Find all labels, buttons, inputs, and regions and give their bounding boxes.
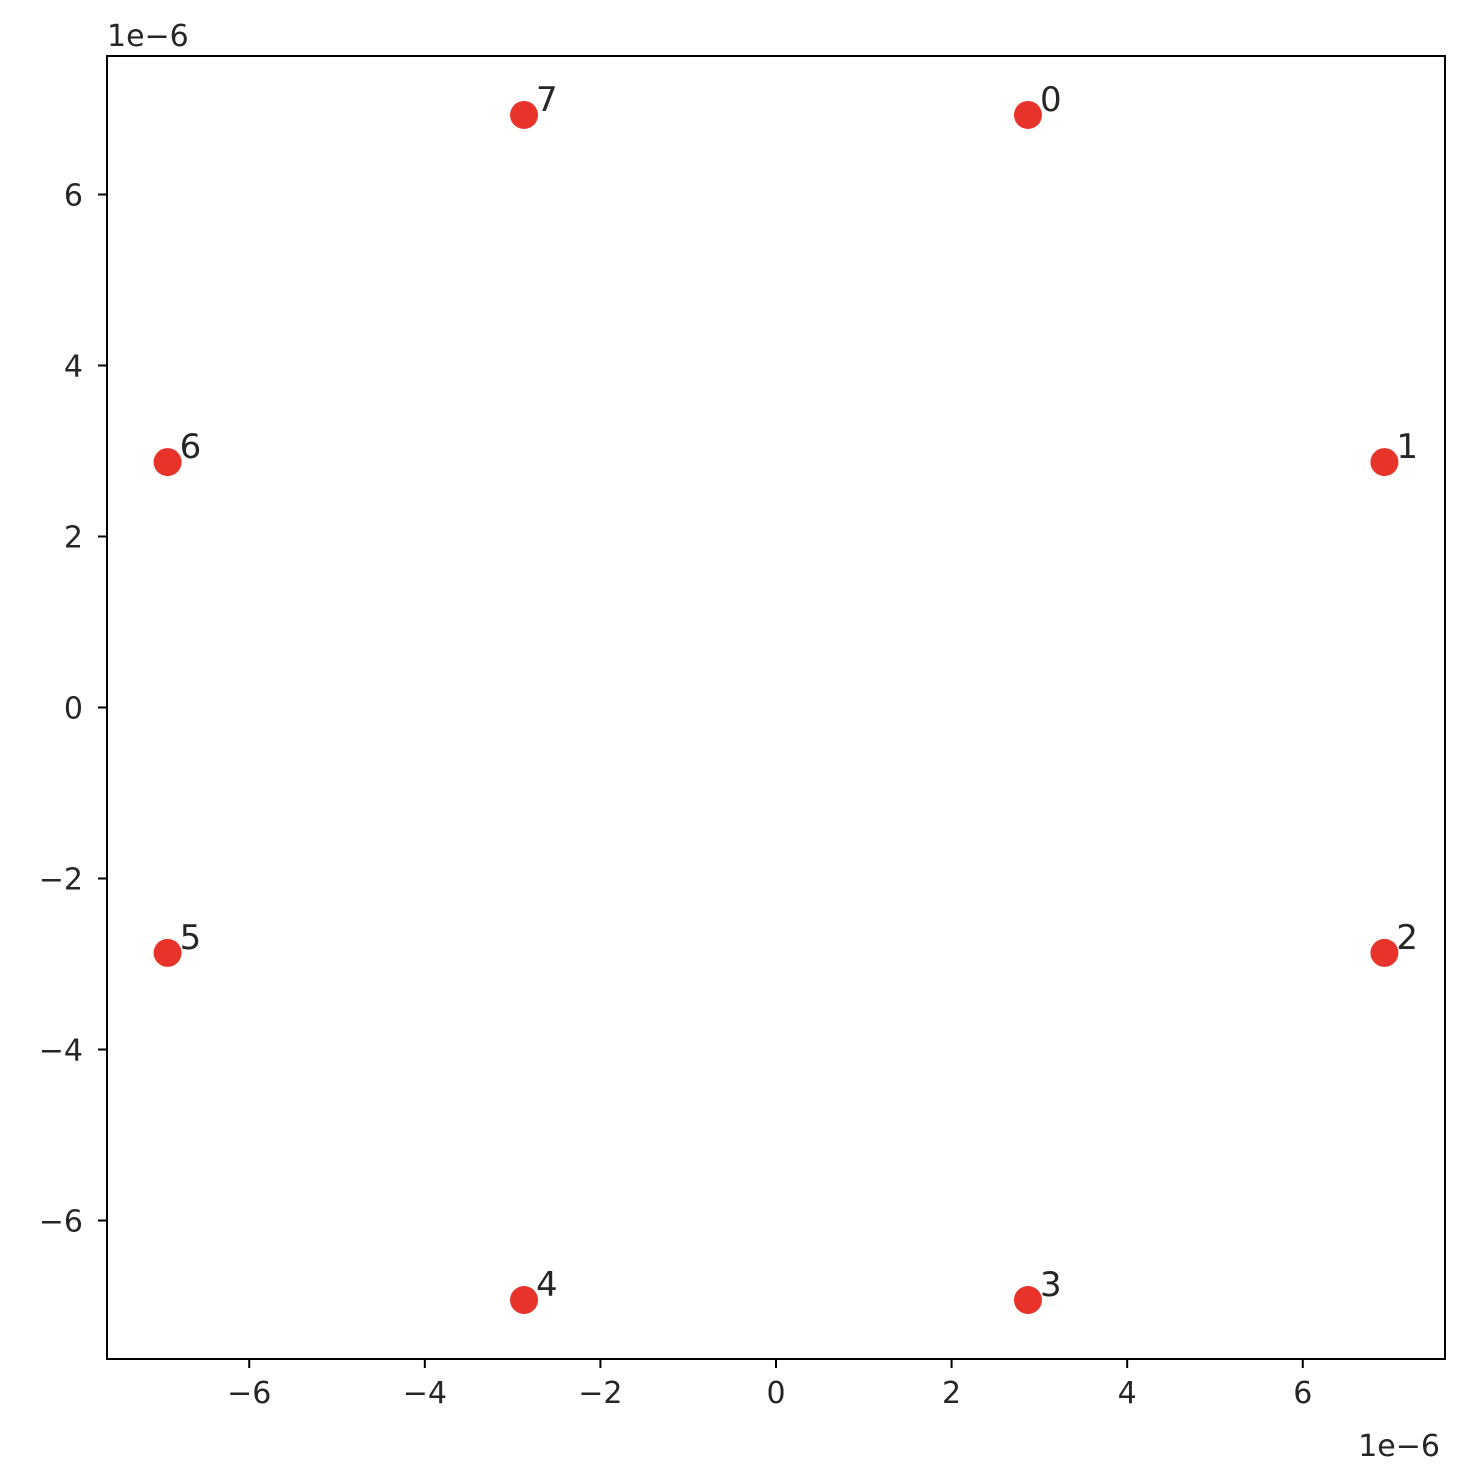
point-label: 0: [1040, 80, 1062, 120]
axis-ticks: −6 −4 −2 0 2 4 6 −6 −4 −2 0 2 4 6: [39, 179, 1313, 1411]
y-tick-label: −2: [39, 862, 83, 897]
data-point: [153, 448, 182, 477]
data-point: [510, 100, 539, 129]
y-tick-label: −6: [39, 1204, 83, 1239]
x-tick-label: 2: [942, 1376, 961, 1411]
data-point: [1013, 100, 1042, 129]
data-points: 0 1 2 3 4 5 6 7: [153, 80, 1418, 1315]
y-tick-label: −4: [39, 1033, 83, 1068]
x-tick-label: −4: [403, 1376, 447, 1411]
x-tick-label: −6: [227, 1376, 271, 1411]
y-tick-label: 6: [64, 179, 83, 214]
data-point: [1013, 1286, 1042, 1315]
point-label: 4: [536, 1265, 558, 1305]
point-label: 7: [536, 80, 558, 120]
data-point: [1370, 938, 1399, 967]
x-offset-text: 1e−6: [1358, 1429, 1440, 1464]
point-label: 3: [1040, 1265, 1062, 1305]
x-tick-label: 0: [766, 1376, 785, 1411]
point-label: 6: [180, 427, 202, 467]
y-tick-label: 4: [64, 350, 83, 385]
point-label: 2: [1396, 918, 1418, 958]
data-point: [153, 938, 182, 967]
plot-frame: [106, 55, 1446, 1360]
x-tick-label: −2: [578, 1376, 622, 1411]
y-tick-label: 0: [64, 692, 83, 727]
x-tick-label: 6: [1293, 1376, 1312, 1411]
y-offset-text: 1e−6: [107, 19, 189, 54]
point-label: 5: [180, 918, 202, 958]
data-point: [510, 1286, 539, 1315]
x-tick-label: 4: [1118, 1376, 1137, 1411]
y-tick-label: 2: [64, 521, 83, 556]
data-point: [1370, 448, 1399, 477]
point-label: 1: [1396, 427, 1418, 467]
